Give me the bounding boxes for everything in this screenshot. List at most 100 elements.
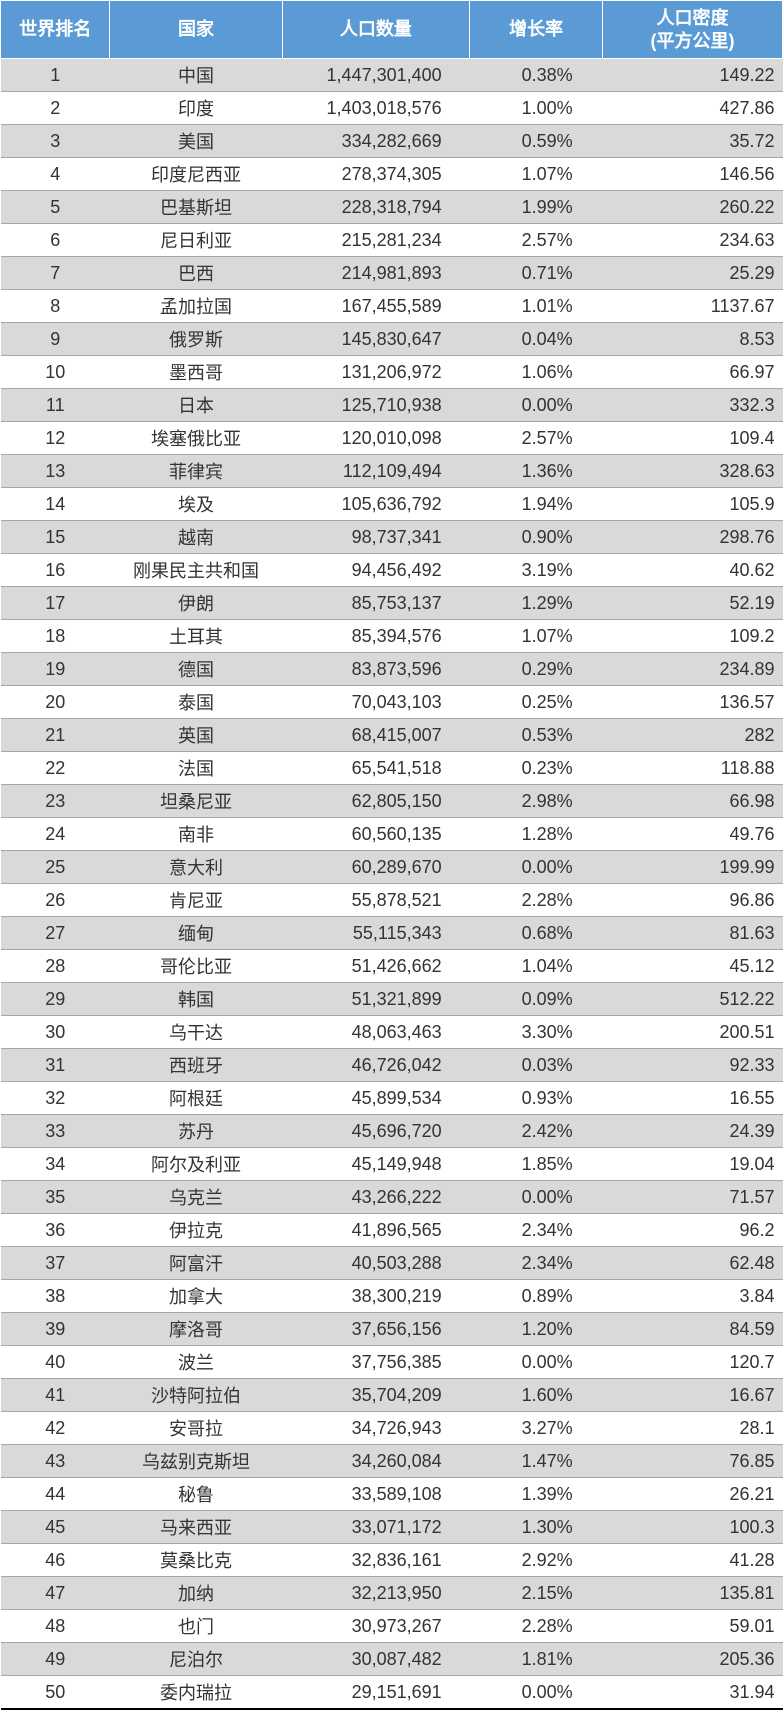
cell-rank: 11: [1, 389, 110, 422]
cell-rank: 12: [1, 422, 110, 455]
cell-country: 菲律宾: [110, 455, 282, 488]
cell-growth: 1.20%: [470, 1313, 603, 1346]
table-row: 28哥伦比亚51,426,6621.04%45.12: [1, 950, 783, 983]
table-row: 29韩国51,321,8990.09%512.22: [1, 983, 783, 1016]
cell-country: 摩洛哥: [110, 1313, 282, 1346]
cell-pop: 85,753,137: [282, 587, 470, 620]
table-row: 27缅甸55,115,3430.68%81.63: [1, 917, 783, 950]
cell-country: 莫桑比克: [110, 1544, 282, 1577]
table-row: 49尼泊尔30,087,4821.81%205.36: [1, 1643, 783, 1676]
table-row: 15越南98,737,3410.90%298.76: [1, 521, 783, 554]
cell-pop: 55,115,343: [282, 917, 470, 950]
cell-density: 19.04: [603, 1148, 783, 1181]
table-row: 26肯尼亚55,878,5212.28%96.86: [1, 884, 783, 917]
cell-rank: 15: [1, 521, 110, 554]
cell-growth: 1.29%: [470, 587, 603, 620]
col-header-growth: 增长率: [470, 1, 603, 59]
cell-rank: 16: [1, 554, 110, 587]
cell-country: 加拿大: [110, 1280, 282, 1313]
cell-pop: 83,873,596: [282, 653, 470, 686]
cell-pop: 228,318,794: [282, 191, 470, 224]
cell-pop: 1,447,301,400: [282, 59, 470, 92]
cell-pop: 51,426,662: [282, 950, 470, 983]
cell-rank: 9: [1, 323, 110, 356]
cell-growth: 0.53%: [470, 719, 603, 752]
cell-country: 缅甸: [110, 917, 282, 950]
cell-growth: 0.00%: [470, 851, 603, 884]
cell-density: 25.29: [603, 257, 783, 290]
cell-country: 伊朗: [110, 587, 282, 620]
table-row: 37阿富汗40,503,2882.34%62.48: [1, 1247, 783, 1280]
cell-rank: 34: [1, 1148, 110, 1181]
cell-country: 波兰: [110, 1346, 282, 1379]
table-row: 23坦桑尼亚62,805,1502.98%66.98: [1, 785, 783, 818]
cell-country: 土耳其: [110, 620, 282, 653]
cell-rank: 44: [1, 1478, 110, 1511]
cell-density: 24.39: [603, 1115, 783, 1148]
cell-pop: 35,704,209: [282, 1379, 470, 1412]
cell-pop: 70,043,103: [282, 686, 470, 719]
table-row: 16刚果民主共和国94,456,4923.19%40.62: [1, 554, 783, 587]
cell-pop: 278,374,305: [282, 158, 470, 191]
cell-growth: 2.92%: [470, 1544, 603, 1577]
cell-rank: 49: [1, 1643, 110, 1676]
cell-pop: 98,737,341: [282, 521, 470, 554]
cell-pop: 55,878,521: [282, 884, 470, 917]
cell-country: 南非: [110, 818, 282, 851]
cell-growth: 0.59%: [470, 125, 603, 158]
cell-rank: 4: [1, 158, 110, 191]
cell-growth: 0.89%: [470, 1280, 603, 1313]
table-row: 47加纳32,213,9502.15%135.81: [1, 1577, 783, 1610]
cell-country: 日本: [110, 389, 282, 422]
cell-country: 乌干达: [110, 1016, 282, 1049]
cell-growth: 1.99%: [470, 191, 603, 224]
table-row: 42安哥拉34,726,9433.27%28.1: [1, 1412, 783, 1445]
cell-pop: 33,071,172: [282, 1511, 470, 1544]
cell-density: 135.81: [603, 1577, 783, 1610]
cell-pop: 33,589,108: [282, 1478, 470, 1511]
cell-growth: 2.34%: [470, 1214, 603, 1247]
cell-country: 阿富汗: [110, 1247, 282, 1280]
cell-pop: 48,063,463: [282, 1016, 470, 1049]
cell-density: 16.55: [603, 1082, 783, 1115]
cell-pop: 120,010,098: [282, 422, 470, 455]
cell-density: 41.28: [603, 1544, 783, 1577]
cell-rank: 14: [1, 488, 110, 521]
cell-rank: 32: [1, 1082, 110, 1115]
cell-growth: 1.36%: [470, 455, 603, 488]
cell-rank: 23: [1, 785, 110, 818]
table-row: 30乌干达48,063,4633.30%200.51: [1, 1016, 783, 1049]
cell-density: 45.12: [603, 950, 783, 983]
cell-rank: 7: [1, 257, 110, 290]
cell-density: 109.2: [603, 620, 783, 653]
cell-density: 105.9: [603, 488, 783, 521]
cell-country: 秘鲁: [110, 1478, 282, 1511]
cell-growth: 1.94%: [470, 488, 603, 521]
cell-density: 96.2: [603, 1214, 783, 1247]
cell-pop: 112,109,494: [282, 455, 470, 488]
cell-pop: 37,756,385: [282, 1346, 470, 1379]
cell-growth: 0.00%: [470, 1676, 603, 1710]
cell-pop: 38,300,219: [282, 1280, 470, 1313]
cell-rank: 1: [1, 59, 110, 92]
table-row: 46莫桑比克32,836,1612.92%41.28: [1, 1544, 783, 1577]
cell-pop: 334,282,669: [282, 125, 470, 158]
cell-growth: 0.68%: [470, 917, 603, 950]
cell-country: 尼泊尔: [110, 1643, 282, 1676]
cell-rank: 48: [1, 1610, 110, 1643]
population-table: 世界排名 国家 人口数量 增长率 人口密度(平方公里) 1中国1,447,301…: [0, 0, 783, 1710]
cell-density: 35.72: [603, 125, 783, 158]
cell-growth: 3.27%: [470, 1412, 603, 1445]
cell-growth: 0.00%: [470, 1181, 603, 1214]
table-row: 13菲律宾112,109,4941.36%328.63: [1, 455, 783, 488]
cell-pop: 46,726,042: [282, 1049, 470, 1082]
cell-growth: 0.90%: [470, 521, 603, 554]
cell-country: 英国: [110, 719, 282, 752]
cell-growth: 1.85%: [470, 1148, 603, 1181]
cell-density: 96.86: [603, 884, 783, 917]
table-row: 4印度尼西亚278,374,3051.07%146.56: [1, 158, 783, 191]
cell-country: 阿尔及利亚: [110, 1148, 282, 1181]
table-row: 1中国1,447,301,4000.38%149.22: [1, 59, 783, 92]
cell-pop: 40,503,288: [282, 1247, 470, 1280]
cell-rank: 46: [1, 1544, 110, 1577]
